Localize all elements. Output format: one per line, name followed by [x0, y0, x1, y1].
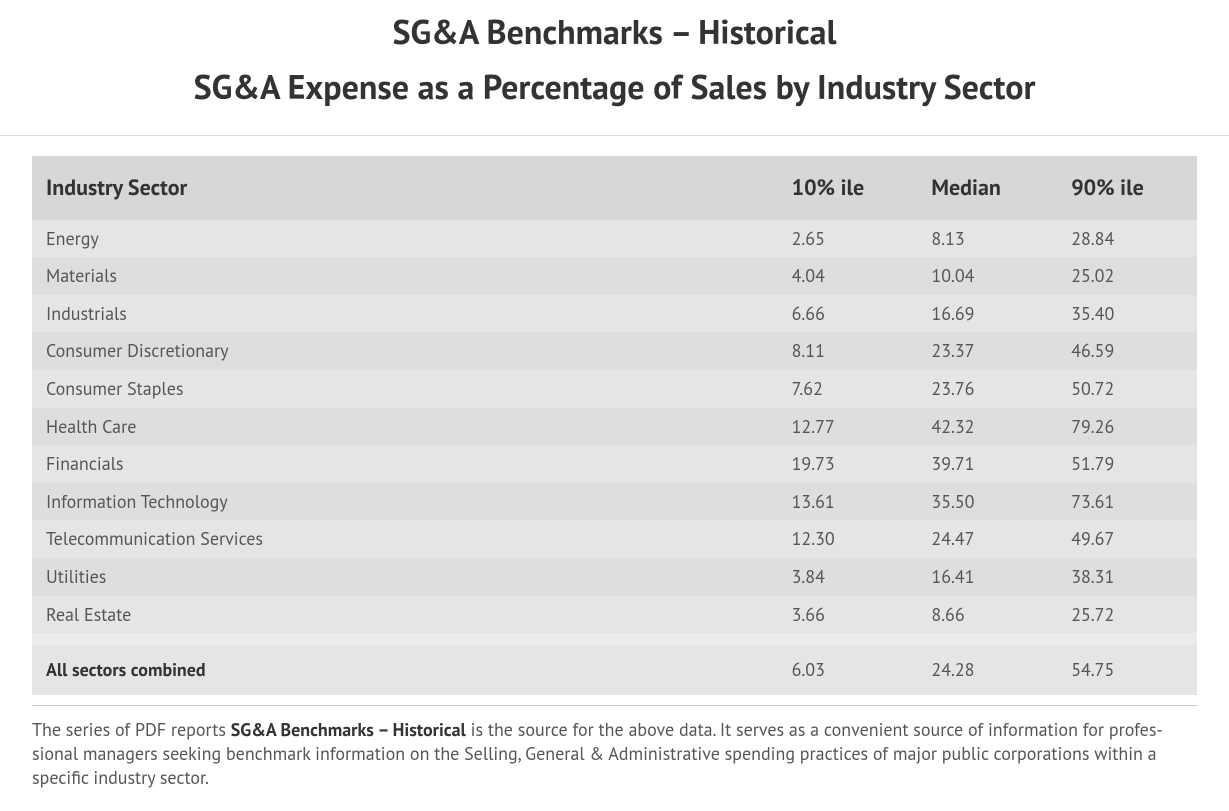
col-header-median: Median [917, 156, 1057, 220]
cell-p90: 38.31 [1057, 558, 1197, 596]
table-header-row: Industry Sector 10% ile Median 90% ile [32, 156, 1197, 220]
cell-sector: Industrials [32, 295, 778, 333]
title-block: SG&A Benchmarks – Historical SG&A Expens… [0, 0, 1229, 135]
footer-note: The series of PDF reports SG&A Benchmark… [0, 706, 1229, 811]
page-title: SG&A Benchmarks – Historical [0, 10, 1229, 54]
cell-p10: 8.11 [778, 332, 918, 370]
cell-sector: Energy [32, 220, 778, 258]
cell-median: 10.04 [917, 257, 1057, 295]
col-header-sector: Industry Sector [32, 156, 778, 220]
cell-p90: 25.02 [1057, 257, 1197, 295]
col-header-p10: 10% ile [778, 156, 918, 220]
table-row: Telecommunication Services12.3024.4749.6… [32, 520, 1197, 558]
cell-median: 24.47 [917, 520, 1057, 558]
cell-p10: 6.66 [778, 295, 918, 333]
cell-total-sector: All sectors combined [32, 645, 778, 695]
table-row: Industrials6.6616.6935.40 [32, 295, 1197, 333]
cell-sector: Information Technology [32, 483, 778, 521]
cell-median: 42.32 [917, 408, 1057, 446]
table-row: Financials19.7339.7151.79 [32, 445, 1197, 483]
table-row: Consumer Staples7.6223.7650.72 [32, 370, 1197, 408]
cell-sector: Consumer Staples [32, 370, 778, 408]
footer-text-pre: The series of PDF reports [32, 718, 231, 741]
cell-p90: 28.84 [1057, 220, 1197, 258]
table-spacer-row [32, 633, 1197, 645]
cell-total-p90: 54.75 [1057, 645, 1197, 695]
benchmarks-table: Industry Sector 10% ile Median 90% ile E… [32, 156, 1197, 695]
table-row: Health Care12.7742.3279.26 [32, 408, 1197, 446]
cell-p10: 7.62 [778, 370, 918, 408]
cell-median: 35.50 [917, 483, 1057, 521]
cell-p10: 12.30 [778, 520, 918, 558]
cell-total-p10: 6.03 [778, 645, 918, 695]
cell-sector: Materials [32, 257, 778, 295]
cell-p10: 4.04 [778, 257, 918, 295]
cell-p10: 2.65 [778, 220, 918, 258]
cell-sector: Telecommunication Services [32, 520, 778, 558]
table-total-row: All sectors combined6.0324.2854.75 [32, 645, 1197, 695]
cell-sector: Financials [32, 445, 778, 483]
cell-p90: 46.59 [1057, 332, 1197, 370]
cell-sector: Health Care [32, 408, 778, 446]
cell-median: 23.37 [917, 332, 1057, 370]
table-body: Energy2.658.1328.84Materials4.0410.0425.… [32, 220, 1197, 695]
table-row: Energy2.658.1328.84 [32, 220, 1197, 258]
cell-p90: 73.61 [1057, 483, 1197, 521]
cell-median: 8.66 [917, 596, 1057, 634]
cell-sector: Consumer Discretionary [32, 332, 778, 370]
cell-p90: 51.79 [1057, 445, 1197, 483]
cell-median: 39.71 [917, 445, 1057, 483]
col-header-p90: 90% ile [1057, 156, 1197, 220]
table-row: Utilities3.8416.4138.31 [32, 558, 1197, 596]
table-row: Consumer Discretionary8.1123.3746.59 [32, 332, 1197, 370]
cell-p10: 19.73 [778, 445, 918, 483]
cell-p10: 12.77 [778, 408, 918, 446]
page-subtitle: SG&A Expense as a Percentage of Sales by… [0, 60, 1229, 114]
table-row: Materials4.0410.0425.02 [32, 257, 1197, 295]
cell-p90: 49.67 [1057, 520, 1197, 558]
cell-p90: 79.26 [1057, 408, 1197, 446]
cell-p10: 3.84 [778, 558, 918, 596]
cell-median: 16.69 [917, 295, 1057, 333]
cell-p90: 35.40 [1057, 295, 1197, 333]
cell-median: 8.13 [917, 220, 1057, 258]
table-row: Real Estate3.668.6625.72 [32, 596, 1197, 634]
cell-p90: 50.72 [1057, 370, 1197, 408]
cell-sector: Utilities [32, 558, 778, 596]
cell-median: 16.41 [917, 558, 1057, 596]
cell-p90: 25.72 [1057, 596, 1197, 634]
cell-p10: 3.66 [778, 596, 918, 634]
cell-p10: 13.61 [778, 483, 918, 521]
footer-text-bold: SG&A Benchmarks – Historical [231, 718, 466, 741]
cell-total-median: 24.28 [917, 645, 1057, 695]
cell-median: 23.76 [917, 370, 1057, 408]
table-row: Information Technology13.6135.5073.61 [32, 483, 1197, 521]
spacer-cell [32, 633, 1197, 645]
benchmarks-table-container: Industry Sector 10% ile Median 90% ile E… [0, 136, 1229, 705]
cell-sector: Real Estate [32, 596, 778, 634]
